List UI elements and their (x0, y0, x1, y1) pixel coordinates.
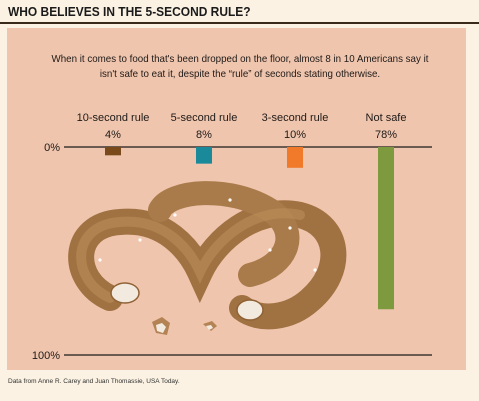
value-label-3: 78% (375, 129, 397, 141)
source-note: Data from Anne R. Carey and Juan Thomass… (8, 378, 180, 385)
value-label-0: 4% (105, 129, 121, 141)
title-underline (0, 22, 479, 24)
bar-0 (105, 147, 121, 156)
value-label-1: 8% (196, 129, 212, 141)
chart-title: WHO BELIEVES IN THE 5-SECOND RULE? (8, 4, 251, 19)
category-label-0: 10-second rule (77, 112, 150, 124)
pretzel-illustration (68, 181, 347, 335)
bar-1 (196, 147, 212, 164)
axis-tick-100: 100% (32, 350, 60, 362)
bars-group: 10-second rule 4% 5-second rule 8% 3-second … (77, 112, 407, 310)
bar-2 (287, 147, 303, 168)
category-label-2: 3-second rule (262, 112, 329, 124)
chart-subtitle: When it comes to food that's been droppe… (51, 53, 429, 80)
category-label-3: Not safe (366, 112, 407, 124)
axis-tick-0: 0% (44, 142, 60, 154)
value-label-2: 10% (284, 129, 306, 141)
category-label-1: 5-second rule (171, 112, 238, 124)
bar-3 (378, 147, 394, 310)
